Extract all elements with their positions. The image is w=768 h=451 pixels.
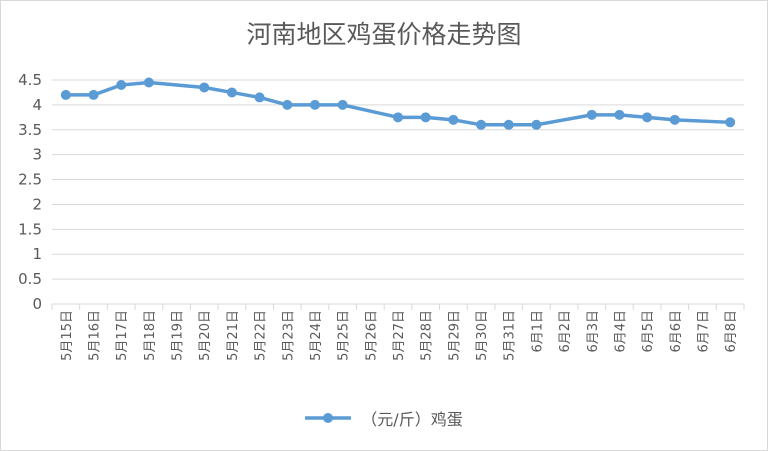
x-tick-label: 5月25日: [337, 310, 352, 361]
y-tick-label: 3: [32, 146, 42, 164]
x-tick-label: 5月22日: [254, 310, 269, 361]
data-point: [614, 109, 625, 120]
legend-swatch: [305, 413, 352, 423]
y-tick-label: 2.5: [18, 171, 42, 189]
y-tick-label: 4: [32, 96, 42, 114]
y-tick-label: 0: [32, 295, 42, 313]
x-tick-label: 6月5日: [641, 310, 656, 353]
y-tick-label: 0.5: [18, 270, 42, 288]
data-point: [337, 99, 348, 110]
legend-label: （元/斤）鸡蛋: [361, 410, 463, 429]
x-tick-label: 5月21日: [226, 310, 241, 361]
x-tick-label: 6月8日: [724, 310, 739, 353]
data-point: [254, 92, 265, 103]
x-tick-label: 6月4日: [613, 310, 628, 353]
data-point: [282, 99, 293, 110]
x-tick-label: 5月16日: [88, 310, 103, 361]
data-point: [642, 112, 653, 123]
x-tick-label: 5月30日: [475, 310, 490, 361]
data-point: [143, 77, 154, 88]
x-tick-label: 5月23日: [281, 310, 296, 361]
x-tick-label: 5月20日: [198, 310, 213, 361]
y-tick-label: 1: [32, 245, 42, 263]
x-tick-label: 5月24日: [309, 310, 324, 361]
legend: （元/斤）鸡蛋: [0, 405, 768, 431]
data-point: [116, 79, 127, 90]
data-point: [60, 89, 71, 100]
data-point: [88, 89, 99, 100]
x-tick-label: 6月7日: [696, 310, 711, 353]
data-point: [476, 119, 487, 130]
data-point: [586, 109, 597, 120]
data-point: [309, 99, 320, 110]
data-point: [503, 119, 514, 130]
x-tick-label: 5月31日: [503, 310, 518, 361]
data-point: [531, 119, 542, 130]
x-tick-label: 5月28日: [420, 310, 435, 361]
y-tick-label: 3.5: [18, 121, 42, 139]
data-point: [669, 114, 680, 125]
x-tick-label: 5月18日: [143, 310, 158, 361]
x-tick-label: 5月15日: [60, 310, 75, 361]
data-point: [420, 112, 431, 123]
x-tick-label: 5月17日: [115, 310, 130, 361]
data-point: [448, 114, 459, 125]
x-tick-label: 5月26日: [364, 310, 379, 361]
x-tick-label: 6月1日: [530, 310, 545, 353]
y-tick-label: 2: [32, 195, 42, 213]
x-tick-label: 6月2日: [558, 310, 573, 353]
x-tick-label: 5月29日: [447, 310, 462, 361]
data-point: [393, 112, 403, 123]
legend-marker: [323, 413, 334, 423]
x-tick-label: 5月27日: [392, 310, 407, 361]
x-tick-label: 6月3日: [586, 310, 601, 353]
data-point: [199, 82, 210, 93]
x-tick-label: 6月6日: [669, 310, 684, 353]
data-point: [226, 87, 237, 98]
data-point: [725, 117, 736, 128]
y-tick-label: 1.5: [18, 220, 42, 238]
x-tick-label: 5月19日: [171, 310, 186, 361]
y-tick-label: 4.5: [18, 71, 42, 89]
chart-title: 河南地区鸡蛋价格走势图: [246, 20, 522, 49]
